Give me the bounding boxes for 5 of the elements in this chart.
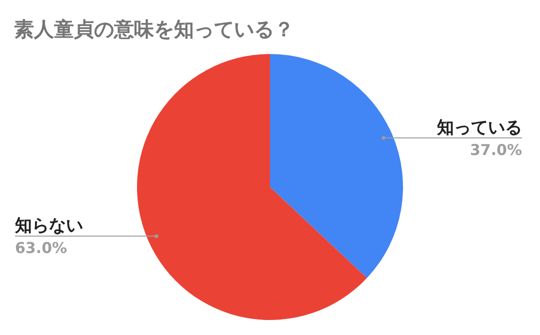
data-label: 37.0%: [470, 140, 522, 159]
data-label: 63.0%: [15, 239, 68, 258]
slice-label: 知っている: [436, 118, 522, 138]
chart-title: 素人童貞の意味を知っている？: [14, 16, 294, 43]
slice-label: 知らない: [14, 216, 83, 236]
